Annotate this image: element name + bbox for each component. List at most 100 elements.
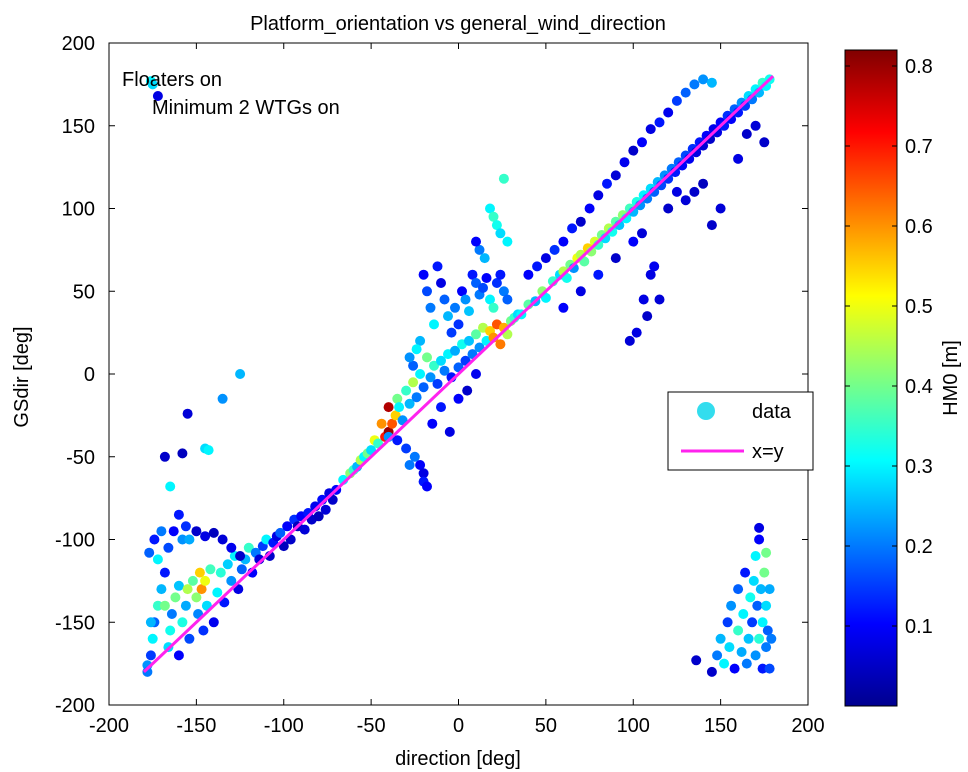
- data-point: [757, 617, 768, 628]
- y-tick-label: 150: [62, 116, 95, 138]
- data-point: [712, 650, 723, 661]
- data-point: [450, 302, 460, 313]
- x-tick-label: 100: [617, 715, 650, 737]
- data-point: [203, 445, 214, 456]
- data-point: [663, 107, 674, 118]
- data-point: [191, 592, 202, 603]
- data-point: [163, 542, 174, 553]
- data-point: [523, 269, 534, 280]
- data-point: [376, 418, 387, 429]
- y-tick-label: 100: [62, 199, 95, 221]
- data-point: [415, 335, 426, 346]
- data-point: [761, 600, 772, 611]
- data-point: [446, 327, 457, 338]
- data-point: [741, 129, 752, 139]
- data-point: [698, 74, 709, 85]
- data-point: [415, 460, 426, 470]
- annotation-wtgs: Minimum 2 WTGs on: [152, 97, 340, 119]
- data-point: [275, 527, 286, 538]
- data-point: [147, 79, 158, 90]
- data-point: [485, 294, 495, 305]
- x-axis: -200 -150 -100 -50 0 50 100 150 200: [89, 43, 825, 737]
- data-point: [743, 633, 754, 644]
- data-point: [200, 575, 211, 586]
- data-point: [387, 418, 398, 429]
- data-point: [738, 609, 749, 619]
- data-point: [495, 269, 506, 280]
- data-point: [488, 211, 499, 222]
- legend-data-label: data: [752, 401, 792, 423]
- data-point: [638, 294, 649, 305]
- data-point: [754, 633, 765, 644]
- data-point: [495, 228, 506, 239]
- data-point: [147, 633, 158, 644]
- data-point: [177, 534, 188, 545]
- data-point: [698, 178, 709, 189]
- y-tick-label: 0: [84, 364, 95, 386]
- data-point: [418, 468, 429, 479]
- data-point: [680, 87, 691, 98]
- data-point: [488, 302, 499, 313]
- data-point: [462, 385, 473, 396]
- data-point: [689, 186, 700, 197]
- data-point: [593, 269, 604, 280]
- data-point: [724, 642, 735, 653]
- data-point: [168, 526, 179, 537]
- data-point: [156, 584, 167, 595]
- data-point: [464, 335, 474, 346]
- x-tick-label: 150: [704, 715, 737, 737]
- data-point: [170, 592, 181, 603]
- data-point: [750, 120, 761, 131]
- data-point: [761, 547, 772, 558]
- data-point: [610, 170, 621, 181]
- data-point: [757, 663, 768, 674]
- data-point: [750, 650, 761, 661]
- data-point: [645, 124, 656, 135]
- data-point: [320, 504, 331, 515]
- y-tick-label: 200: [62, 33, 95, 55]
- data-point: [429, 319, 439, 330]
- data-point: [637, 228, 647, 239]
- data-point: [706, 220, 717, 231]
- data-point: [457, 286, 467, 297]
- data-point: [212, 587, 223, 598]
- data-point: [184, 534, 195, 545]
- data-point: [671, 186, 682, 197]
- data-point: [184, 633, 195, 644]
- data-point: [422, 352, 432, 363]
- data-point: [481, 273, 492, 283]
- data-point: [748, 575, 759, 586]
- data-point: [706, 77, 717, 88]
- data-point: [404, 352, 415, 363]
- data-point: [187, 575, 198, 586]
- data-point: [159, 600, 170, 611]
- data-point: [502, 236, 513, 247]
- data-point: [706, 666, 717, 677]
- colorbar-tick-label: 0.2: [905, 536, 933, 558]
- data-point: [282, 521, 293, 532]
- data-point: [432, 261, 443, 272]
- y-tick-label: 50: [73, 281, 95, 303]
- data-point: [217, 534, 228, 545]
- data-point: [558, 236, 569, 247]
- data-point: [495, 339, 506, 350]
- data-point: [401, 385, 412, 396]
- x-tick-label: -150: [176, 715, 216, 737]
- colorbar-tick-label: 0.7: [905, 136, 933, 158]
- data-point: [575, 216, 586, 227]
- data-point: [443, 311, 453, 322]
- data-point: [532, 261, 543, 272]
- data-point: [478, 282, 488, 293]
- legend-data-marker: [697, 402, 715, 420]
- data-point: [409, 451, 420, 462]
- data-point: [741, 658, 752, 669]
- annotation-floaters: Floaters on: [122, 69, 222, 91]
- data-point: [177, 448, 188, 459]
- y-axis-label: GSdir [deg]: [11, 326, 33, 427]
- data-point: [740, 567, 751, 578]
- data-point: [156, 526, 167, 537]
- legend: data x=y: [667, 391, 814, 471]
- data-point: [159, 451, 170, 462]
- data-point: [182, 408, 193, 419]
